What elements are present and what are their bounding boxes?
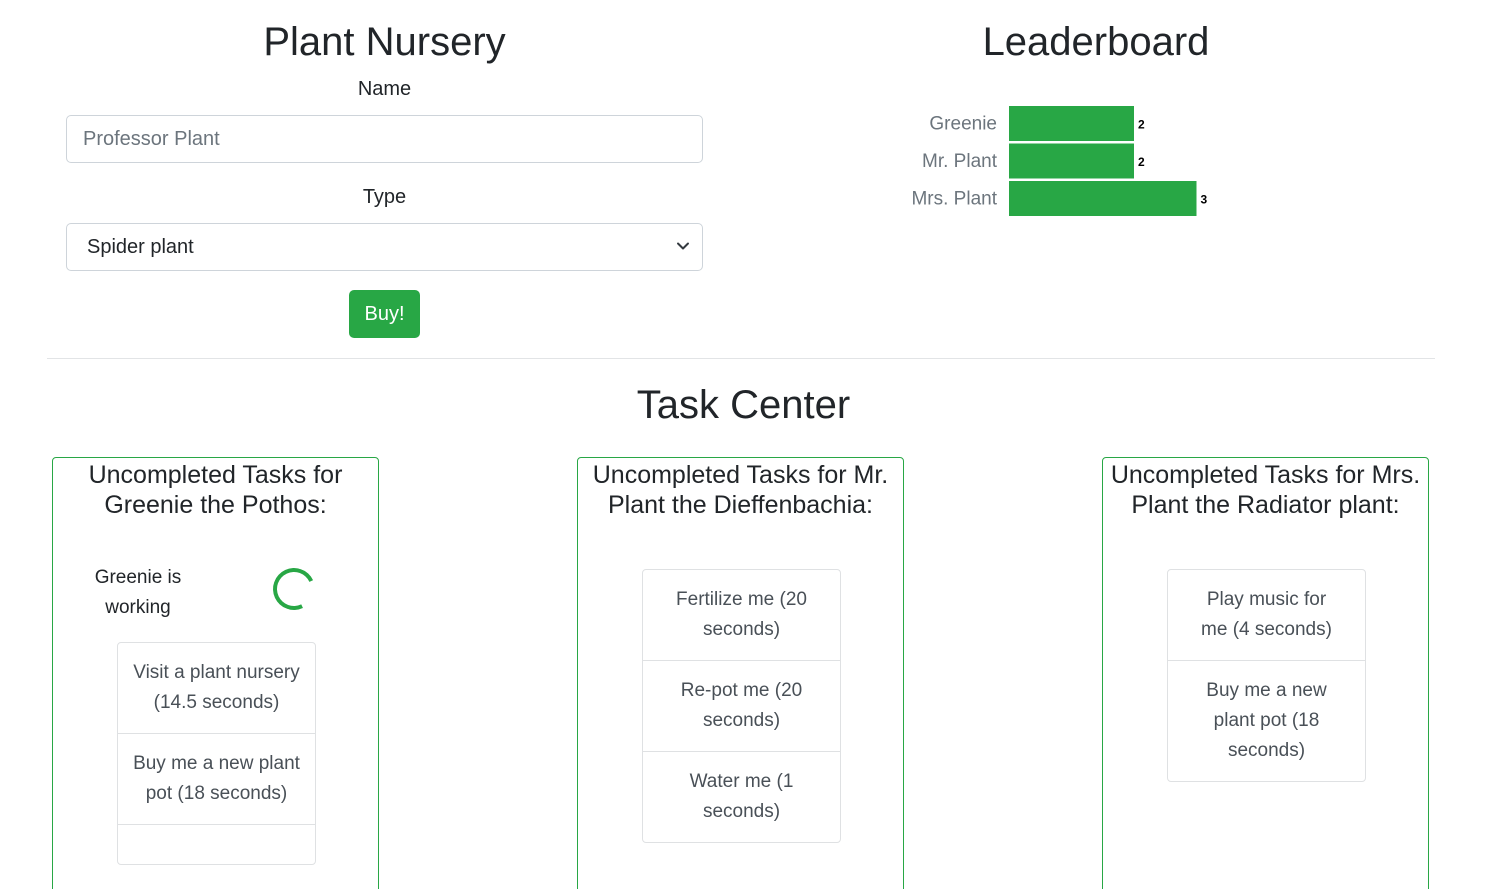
chart-category-label: Mrs. Plant xyxy=(911,189,997,210)
chart-bar xyxy=(1009,143,1134,179)
nursery-title: Plant Nursery xyxy=(263,20,506,64)
type-select-value: Spider plant xyxy=(87,236,194,258)
chart-value-label: 3 xyxy=(1201,193,1208,207)
task-item-partial[interactable] xyxy=(118,824,315,864)
chevron-down-icon xyxy=(677,242,689,250)
buy-button[interactable]: Buy! xyxy=(349,290,420,338)
chart-value-label: 2 xyxy=(1138,118,1145,132)
task-card-heading: Uncompleted Tasks for Mr. Plant the Dief… xyxy=(592,461,889,519)
type-select[interactable]: Spider plant xyxy=(66,223,703,271)
type-label: Type xyxy=(362,186,407,208)
chart-category-label: Mr. Plant xyxy=(922,151,998,172)
name-input[interactable] xyxy=(66,115,703,163)
section-divider xyxy=(47,358,1435,359)
task-list: Visit a plant nursery (14.5 seconds) Buy… xyxy=(117,642,316,865)
loading-spinner-icon xyxy=(267,562,321,616)
task-card-heading: Uncompleted Tasks for Mrs. Plant the Rad… xyxy=(1110,461,1421,519)
working-status: Greenie is working xyxy=(94,567,182,618)
name-label: Name xyxy=(357,78,412,100)
task-card-mr-plant: Uncompleted Tasks for Mr. Plant the Dief… xyxy=(577,457,904,889)
task-card-mrs-plant: Uncompleted Tasks for Mrs. Plant the Rad… xyxy=(1102,457,1429,889)
task-item[interactable]: Visit a plant nursery (14.5 seconds) xyxy=(133,662,300,713)
task-item[interactable]: Re-pot me (20 seconds) xyxy=(643,660,840,751)
task-center-title: Task Center xyxy=(636,383,851,427)
task-item[interactable]: Play music for me (4 seconds) xyxy=(1201,589,1332,640)
task-item[interactable]: Buy me a new plant pot (18 seconds) xyxy=(118,733,315,824)
task-item[interactable]: Buy me a new plant pot (18 seconds) xyxy=(1168,660,1365,781)
chart-bar xyxy=(1009,106,1134,141)
task-list: Fertilize me (20 seconds) Re-pot me (20 … xyxy=(642,569,841,843)
task-card-greenie: Uncompleted Tasks for Greenie the Pothos… xyxy=(52,457,379,889)
task-item[interactable]: Water me (1 seconds) xyxy=(643,751,840,842)
chart-bar xyxy=(1009,181,1197,216)
leaderboard-title: Leaderboard xyxy=(982,20,1210,64)
task-list: Play music for me (4 seconds) Buy me a n… xyxy=(1167,569,1366,782)
task-item[interactable]: Fertilize me (20 seconds) xyxy=(676,589,807,640)
chart-value-label: 2 xyxy=(1138,155,1145,169)
chart-category-label: Greenie xyxy=(929,114,997,135)
leaderboard-chart: Greenie 2 Mr. Plant 2 Mrs. Plant 3 xyxy=(911,106,1208,216)
task-card-heading: Uncompleted Tasks for Greenie the Pothos… xyxy=(88,461,343,519)
